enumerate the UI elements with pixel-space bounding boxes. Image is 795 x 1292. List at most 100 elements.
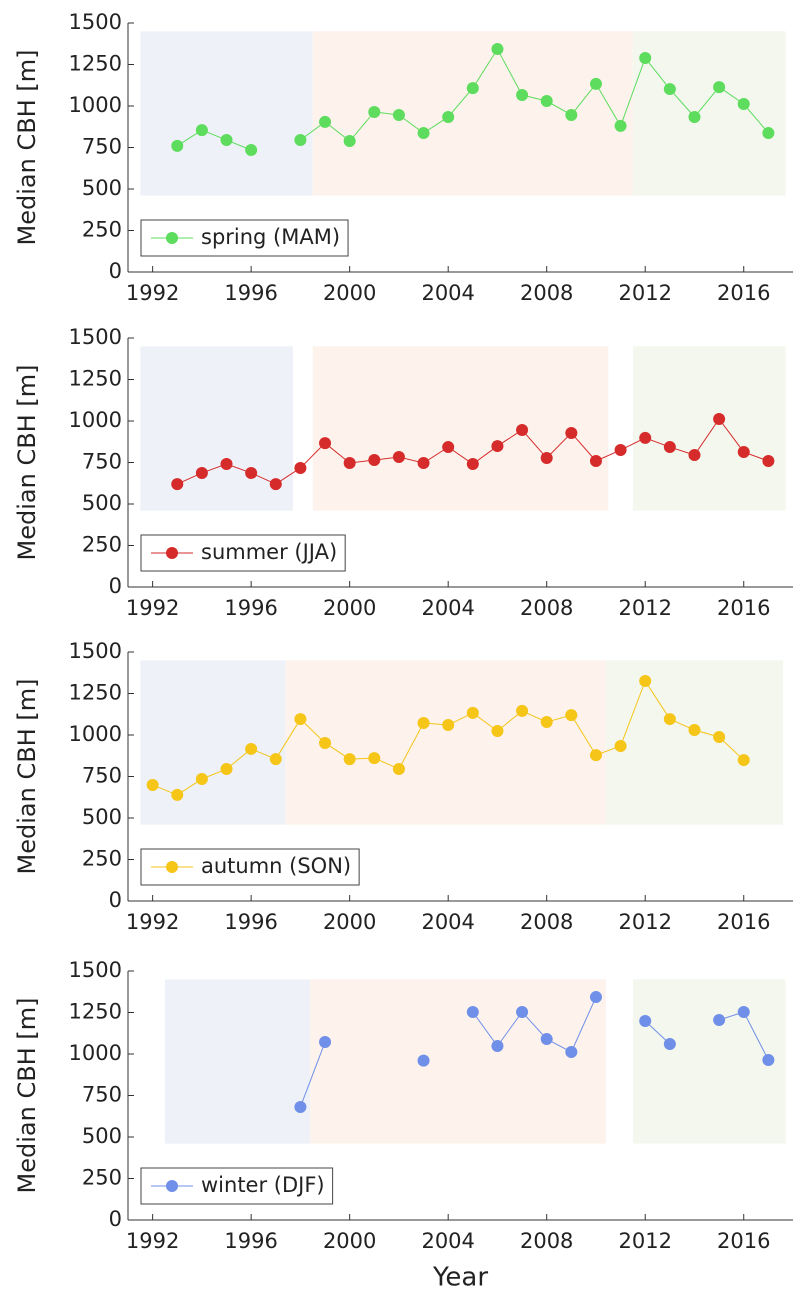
x-tick-label: 2008: [520, 596, 573, 620]
period-band: [632, 979, 786, 1144]
data-point: [466, 82, 479, 95]
y-tick-label: 0: [109, 574, 122, 598]
legend-marker: [166, 861, 178, 873]
legend-box: [140, 219, 349, 257]
y-tick-label: 500: [82, 491, 122, 515]
x-tick-label: 2016: [717, 281, 770, 305]
data-point: [491, 1040, 504, 1053]
period-band: [312, 346, 609, 511]
data-point: [614, 444, 627, 457]
data-point: [343, 753, 356, 766]
data-point: [195, 772, 208, 785]
data-point: [417, 127, 430, 140]
x-tick-label: 2012: [618, 281, 671, 305]
data-point: [737, 446, 750, 459]
data-point: [737, 1006, 750, 1019]
data-point: [294, 713, 307, 726]
data-point: [491, 43, 504, 56]
y-tick-label: 1250: [69, 681, 122, 705]
x-tick-label: 2016: [717, 910, 770, 934]
data-point: [639, 52, 652, 65]
y-tick-label: 1500: [69, 958, 122, 982]
data-point: [368, 454, 381, 467]
data-point: [762, 455, 775, 468]
x-tick-label: 2000: [323, 1229, 376, 1253]
data-point: [466, 1006, 479, 1019]
data-point: [319, 115, 332, 128]
data-point: [688, 724, 701, 737]
data-point: [737, 98, 750, 111]
legend-marker: [166, 232, 178, 244]
y-tick-label: 0: [109, 888, 122, 912]
period-band: [140, 346, 294, 511]
x-tick-label: 2004: [421, 1229, 474, 1253]
data-point: [245, 466, 258, 479]
y-axis-label: Median CBH [m]: [13, 365, 41, 561]
x-tick-label: 1992: [126, 1229, 179, 1253]
data-point: [688, 449, 701, 462]
data-point: [392, 108, 405, 121]
y-tick-label: 500: [82, 805, 122, 829]
data-point: [589, 749, 602, 762]
period-band: [310, 979, 606, 1144]
legend: winter (DJF): [140, 1167, 334, 1205]
y-tick-label: 1500: [69, 639, 122, 663]
data-point: [639, 675, 652, 688]
y-tick-label: 750: [82, 764, 122, 788]
data-point: [417, 1054, 430, 1067]
period-band: [632, 31, 786, 196]
x-tick-label: 2012: [618, 1229, 671, 1253]
x-tick-label: 1992: [126, 281, 179, 305]
y-tick-label: 500: [82, 1124, 122, 1148]
period-band: [140, 660, 286, 825]
legend-label: winter (DJF): [201, 1173, 325, 1197]
y-axis-label: Median CBH [m]: [13, 998, 41, 1194]
period-band: [605, 660, 784, 825]
period-band: [164, 979, 311, 1144]
data-point: [516, 1006, 529, 1019]
data-point: [171, 788, 184, 801]
data-point: [565, 709, 578, 722]
data-point: [220, 763, 233, 776]
y-tick-label: 750: [82, 135, 122, 159]
data-point: [245, 143, 258, 156]
data-point: [294, 1100, 307, 1113]
x-tick-label: 2016: [717, 596, 770, 620]
data-point: [442, 441, 455, 454]
data-point: [663, 83, 676, 96]
data-point: [442, 110, 455, 123]
data-point: [294, 461, 307, 474]
data-point: [171, 139, 184, 152]
y-tick-label: 0: [109, 259, 122, 283]
x-tick-label: 1992: [126, 910, 179, 934]
data-point: [343, 135, 356, 148]
data-point: [540, 1033, 553, 1046]
legend-marker: [166, 1180, 178, 1192]
data-point: [713, 413, 726, 426]
y-tick-label: 250: [82, 1166, 122, 1190]
data-point: [565, 1046, 578, 1059]
data-point: [762, 1053, 775, 1066]
data-point: [220, 457, 233, 470]
x-tick-label: 1996: [224, 910, 277, 934]
data-point: [319, 1036, 332, 1049]
x-tick-label: 2008: [520, 281, 573, 305]
y-tick-label: 750: [82, 1083, 122, 1107]
y-tick-label: 250: [82, 847, 122, 871]
data-point: [442, 719, 455, 732]
data-point: [368, 105, 381, 118]
y-tick-label: 1250: [69, 1000, 122, 1024]
data-point: [688, 110, 701, 123]
data-point: [491, 725, 504, 738]
data-point: [713, 730, 726, 743]
x-tick-label: 2000: [323, 596, 376, 620]
data-point: [540, 716, 553, 729]
data-point: [516, 89, 529, 102]
period-band: [632, 346, 786, 511]
x-tick-label: 2008: [520, 1229, 573, 1253]
data-point: [491, 440, 504, 453]
x-tick-label: 1996: [224, 596, 277, 620]
data-point: [195, 124, 208, 137]
y-tick-label: 0: [109, 1207, 122, 1231]
